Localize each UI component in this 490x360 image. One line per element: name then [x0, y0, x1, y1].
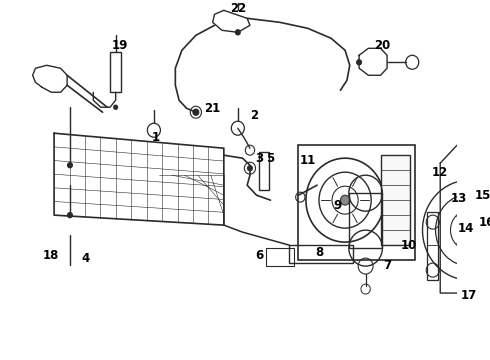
Circle shape	[193, 109, 198, 115]
Text: 1: 1	[152, 131, 160, 144]
Text: 2: 2	[249, 109, 258, 122]
Circle shape	[466, 227, 472, 234]
Text: 8: 8	[315, 246, 323, 258]
Text: 9: 9	[334, 199, 342, 212]
Text: 15: 15	[475, 189, 490, 202]
Text: 10: 10	[400, 239, 416, 252]
Bar	[110, 52, 121, 92]
Bar	[289, 245, 352, 263]
Text: 14: 14	[458, 222, 474, 235]
Bar	[349, 193, 382, 248]
Bar	[298, 145, 415, 260]
Text: 16: 16	[479, 216, 490, 229]
Text: 20: 20	[374, 39, 391, 52]
Text: 4: 4	[82, 252, 90, 265]
Text: 11: 11	[300, 154, 316, 167]
Text: 12: 12	[432, 166, 448, 179]
Bar	[427, 212, 439, 280]
Bar	[266, 248, 294, 266]
Circle shape	[247, 166, 252, 171]
Text: 17: 17	[461, 289, 477, 302]
Circle shape	[236, 30, 240, 35]
Text: 21: 21	[204, 102, 221, 115]
Text: 7: 7	[383, 258, 391, 271]
Text: 3: 3	[255, 152, 263, 165]
Bar	[259, 152, 269, 190]
Text: 5: 5	[267, 152, 274, 165]
Text: 13: 13	[451, 192, 467, 204]
Text: 19: 19	[111, 39, 127, 52]
Bar	[381, 155, 411, 245]
Circle shape	[341, 195, 350, 205]
Circle shape	[357, 60, 362, 65]
Circle shape	[68, 163, 73, 168]
Circle shape	[68, 213, 73, 218]
Text: 22: 22	[230, 2, 246, 15]
Circle shape	[114, 105, 118, 109]
Text: 18: 18	[43, 249, 59, 262]
Text: 6: 6	[255, 249, 264, 262]
